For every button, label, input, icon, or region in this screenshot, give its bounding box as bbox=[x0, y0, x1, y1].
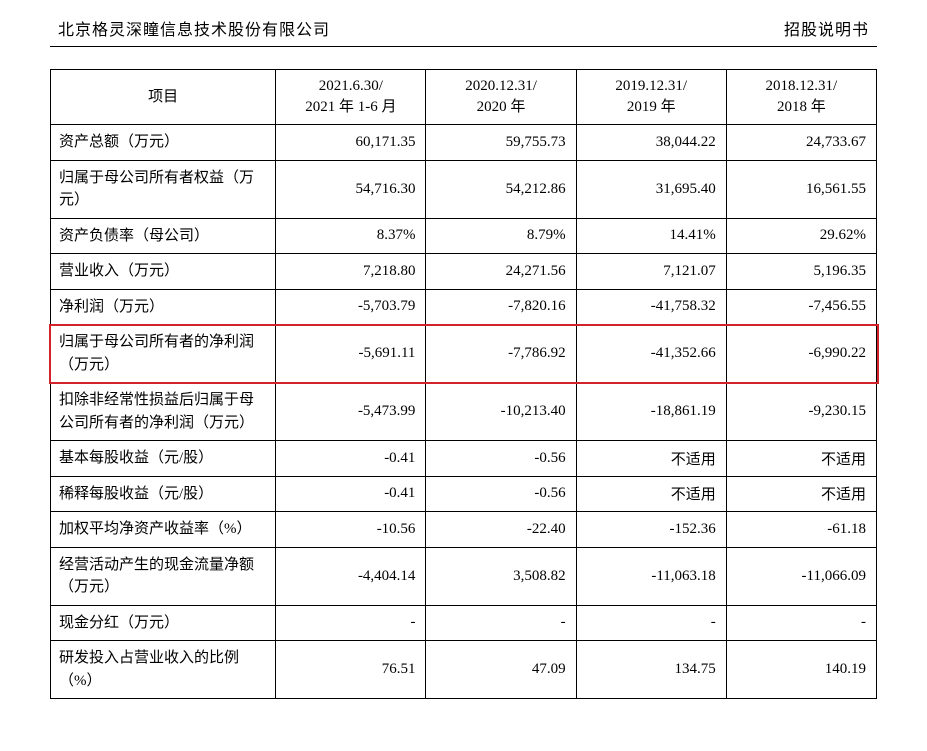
period-line: 2020.12.31/ bbox=[465, 78, 537, 94]
cell-value: 59,755.73 bbox=[426, 125, 576, 161]
row-label: 研发投入占营业收入的比例（%） bbox=[51, 641, 276, 699]
cell-value: -11,063.18 bbox=[576, 547, 726, 605]
cell-value: 8.79% bbox=[426, 218, 576, 254]
cell-value: 8.37% bbox=[276, 218, 426, 254]
row-label: 基本每股收益（元/股） bbox=[51, 441, 276, 477]
cell-value: 76.51 bbox=[276, 641, 426, 699]
cell-value: -0.56 bbox=[426, 476, 576, 512]
cell-value: - bbox=[426, 605, 576, 641]
table-row: 净利润（万元）-5,703.79-7,820.16-41,758.32-7,45… bbox=[51, 289, 877, 325]
cell-value: -22.40 bbox=[426, 512, 576, 548]
cell-value: 不适用 bbox=[576, 476, 726, 512]
cell-value: -5,703.79 bbox=[276, 289, 426, 325]
row-label: 经营活动产生的现金流量净额（万元） bbox=[51, 547, 276, 605]
row-label: 净利润（万元） bbox=[51, 289, 276, 325]
col-header-p1: 2021.6.30/ 2021 年 1-6 月 bbox=[276, 70, 426, 125]
cell-value: 24,271.56 bbox=[426, 254, 576, 290]
table-row: 稀释每股收益（元/股）-0.41-0.56不适用不适用 bbox=[51, 476, 877, 512]
table-row: 资产负债率（母公司）8.37%8.79%14.41%29.62% bbox=[51, 218, 877, 254]
cell-value: -6,990.22 bbox=[726, 325, 876, 383]
cell-value: -152.36 bbox=[576, 512, 726, 548]
period-line: 2018 年 bbox=[777, 99, 826, 115]
row-label: 归属于母公司所有者权益（万元） bbox=[51, 160, 276, 218]
period-line: 2021 年 1-6 月 bbox=[305, 99, 396, 115]
cell-value: 16,561.55 bbox=[726, 160, 876, 218]
cell-value: -10,213.40 bbox=[426, 383, 576, 441]
cell-value: 不适用 bbox=[576, 441, 726, 477]
cell-value: -7,820.16 bbox=[426, 289, 576, 325]
cell-value: 24,733.67 bbox=[726, 125, 876, 161]
cell-value: - bbox=[276, 605, 426, 641]
cell-value: 不适用 bbox=[726, 476, 876, 512]
cell-value: -41,758.32 bbox=[576, 289, 726, 325]
cell-value: 7,218.80 bbox=[276, 254, 426, 290]
cell-value: 60,171.35 bbox=[276, 125, 426, 161]
row-label: 稀释每股收益（元/股） bbox=[51, 476, 276, 512]
cell-value: -7,456.55 bbox=[726, 289, 876, 325]
row-label: 归属于母公司所有者的净利润（万元） bbox=[51, 325, 276, 383]
document-type: 招股说明书 bbox=[784, 16, 869, 40]
company-name: 北京格灵深瞳信息技术股份有限公司 bbox=[58, 16, 330, 40]
table-row: 扣除非经常性损益后归属于母公司所有者的净利润（万元）-5,473.99-10,2… bbox=[51, 383, 877, 441]
period-line: 2018.12.31/ bbox=[766, 78, 838, 94]
table-wrapper: 项目 2021.6.30/ 2021 年 1-6 月 2020.12.31/ 2… bbox=[50, 69, 877, 699]
cell-value: 29.62% bbox=[726, 218, 876, 254]
table-row: 归属于母公司所有者的净利润（万元）-5,691.11-7,786.92-41,3… bbox=[51, 325, 877, 383]
row-label: 扣除非经常性损益后归属于母公司所有者的净利润（万元） bbox=[51, 383, 276, 441]
cell-value: -0.41 bbox=[276, 441, 426, 477]
cell-value: -4,404.14 bbox=[276, 547, 426, 605]
cell-value: -0.56 bbox=[426, 441, 576, 477]
cell-value: -9,230.15 bbox=[726, 383, 876, 441]
cell-value: 47.09 bbox=[426, 641, 576, 699]
cell-value: -5,691.11 bbox=[276, 325, 426, 383]
cell-value: -41,352.66 bbox=[576, 325, 726, 383]
col-header-p4: 2018.12.31/ 2018 年 bbox=[726, 70, 876, 125]
row-label: 资产总额（万元） bbox=[51, 125, 276, 161]
cell-value: 140.19 bbox=[726, 641, 876, 699]
row-label: 现金分红（万元） bbox=[51, 605, 276, 641]
cell-value: 54,212.86 bbox=[426, 160, 576, 218]
cell-value: -7,786.92 bbox=[426, 325, 576, 383]
page: 北京格灵深瞳信息技术股份有限公司 招股说明书 项目 2021.6.30/ 202… bbox=[0, 0, 927, 751]
cell-value: 31,695.40 bbox=[576, 160, 726, 218]
cell-value: 38,044.22 bbox=[576, 125, 726, 161]
col-header-p3: 2019.12.31/ 2019 年 bbox=[576, 70, 726, 125]
table-row: 研发投入占营业收入的比例（%）76.5147.09134.75140.19 bbox=[51, 641, 877, 699]
cell-value: 134.75 bbox=[576, 641, 726, 699]
cell-value: 54,716.30 bbox=[276, 160, 426, 218]
table-row: 营业收入（万元）7,218.8024,271.567,121.075,196.3… bbox=[51, 254, 877, 290]
table-row: 现金分红（万元）---- bbox=[51, 605, 877, 641]
cell-value: 7,121.07 bbox=[576, 254, 726, 290]
period-line: 2020 年 bbox=[477, 99, 526, 115]
row-label: 营业收入（万元） bbox=[51, 254, 276, 290]
cell-value: 不适用 bbox=[726, 441, 876, 477]
period-line: 2021.6.30/ bbox=[319, 78, 383, 94]
col-header-item: 项目 bbox=[51, 70, 276, 125]
cell-value: 5,196.35 bbox=[726, 254, 876, 290]
table-row: 经营活动产生的现金流量净额（万元）-4,404.143,508.82-11,06… bbox=[51, 547, 877, 605]
period-line: 2019.12.31/ bbox=[615, 78, 687, 94]
cell-value: -0.41 bbox=[276, 476, 426, 512]
table-row: 归属于母公司所有者权益（万元）54,716.3054,212.8631,695.… bbox=[51, 160, 877, 218]
page-header: 北京格灵深瞳信息技术股份有限公司 招股说明书 bbox=[50, 16, 877, 47]
row-label: 资产负债率（母公司） bbox=[51, 218, 276, 254]
row-label: 加权平均净资产收益率（%） bbox=[51, 512, 276, 548]
table-header-row: 项目 2021.6.30/ 2021 年 1-6 月 2020.12.31/ 2… bbox=[51, 70, 877, 125]
cell-value: - bbox=[726, 605, 876, 641]
table-row: 资产总额（万元）60,171.3559,755.7338,044.2224,73… bbox=[51, 125, 877, 161]
period-line: 2019 年 bbox=[627, 99, 676, 115]
cell-value: 14.41% bbox=[576, 218, 726, 254]
cell-value: -11,066.09 bbox=[726, 547, 876, 605]
cell-value: -5,473.99 bbox=[276, 383, 426, 441]
cell-value: 3,508.82 bbox=[426, 547, 576, 605]
table-row: 基本每股收益（元/股）-0.41-0.56不适用不适用 bbox=[51, 441, 877, 477]
cell-value: -61.18 bbox=[726, 512, 876, 548]
cell-value: - bbox=[576, 605, 726, 641]
financial-table: 项目 2021.6.30/ 2021 年 1-6 月 2020.12.31/ 2… bbox=[50, 69, 877, 699]
cell-value: -18,861.19 bbox=[576, 383, 726, 441]
table-body: 资产总额（万元）60,171.3559,755.7338,044.2224,73… bbox=[51, 125, 877, 699]
table-row: 加权平均净资产收益率（%）-10.56-22.40-152.36-61.18 bbox=[51, 512, 877, 548]
col-header-p2: 2020.12.31/ 2020 年 bbox=[426, 70, 576, 125]
cell-value: -10.56 bbox=[276, 512, 426, 548]
